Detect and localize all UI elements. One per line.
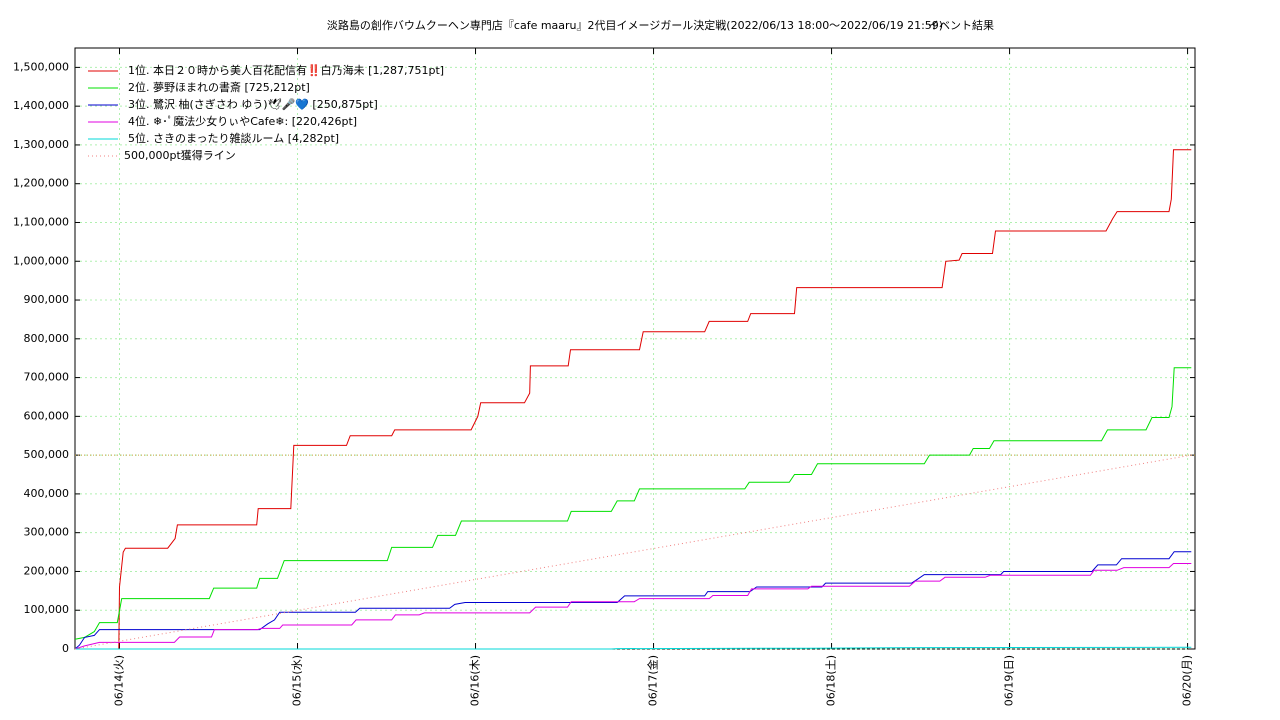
legend-label: 500,000pt獲得ライン — [124, 149, 236, 162]
y-tick-label: 1,100,000 — [13, 215, 69, 228]
series-line — [74, 563, 1192, 650]
legend-label: 1位. 本日２０時から美人百花配信有‼️白乃海未 [1,287,751pt] — [128, 63, 444, 77]
x-tick-label: 06/18(土) — [825, 655, 838, 706]
y-tick-label: 0 — [62, 642, 69, 655]
y-tick-label: 900,000 — [24, 293, 70, 306]
series-line — [74, 551, 1192, 650]
y-tick-label: 600,000 — [24, 409, 70, 422]
legend-label: 4位. ❄･ﾟ魔法少女りぃやCafe❄︎: [220,426pt] — [128, 114, 357, 128]
series-line — [74, 454, 1192, 650]
y-tick-label: 400,000 — [24, 487, 70, 500]
x-tick-label: 06/17(金) — [646, 655, 660, 706]
y-tick-label: 800,000 — [24, 332, 70, 345]
y-tick-label: 1,300,000 — [13, 138, 69, 151]
y-tick-label: 300,000 — [24, 526, 70, 539]
legend-label: 5位. さきのまったり雑談ルーム [4,282pt] — [128, 131, 339, 145]
y-tick-label: 100,000 — [24, 603, 70, 616]
x-tick-label: 06/20(月) — [1181, 655, 1194, 706]
y-tick-label: 1,000,000 — [13, 254, 69, 267]
y-tick-label: 200,000 — [24, 564, 70, 577]
y-tick-label: 700,000 — [24, 371, 70, 384]
y-tick-label: 500,000 — [24, 448, 70, 461]
chart-title: 淡路島の創作バウムクーヘン専門店『cafe maaru』2代目イメージガール決定… — [327, 18, 943, 32]
x-tick-label: 06/16(木) — [469, 655, 482, 706]
chart-subtitle: イベント結果 — [928, 18, 994, 32]
series-line — [75, 149, 1192, 650]
series-line — [75, 646, 1192, 650]
x-tick-label: 06/15(水) — [291, 655, 304, 706]
y-tick-label: 1,500,000 — [13, 60, 69, 73]
legend-label: 3位. 鷺沢 柚(さぎさわ ゆう)🕊🎤💙 [250,875pt] — [128, 97, 378, 111]
y-tick-label: 1,200,000 — [13, 177, 69, 190]
x-tick-label: 06/14(火) — [113, 655, 126, 706]
x-tick-label: 06/19(日) — [1003, 655, 1016, 706]
y-tick-label: 1,400,000 — [13, 99, 69, 112]
legend-label: 2位. 夢野ほまれの書斎 [725,212pt] — [128, 80, 310, 94]
series-line — [74, 367, 1192, 640]
